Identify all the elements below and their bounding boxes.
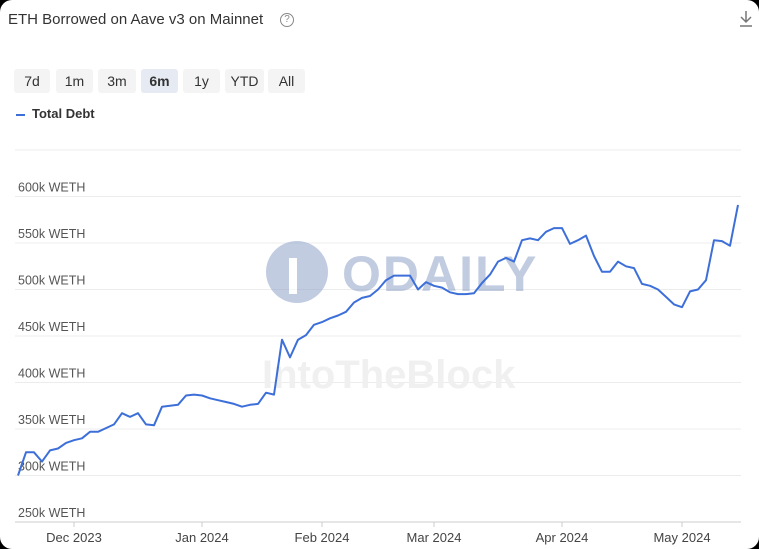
- range-button[interactable]: 6m: [141, 69, 178, 93]
- watermark-text: IntoTheBlock: [262, 353, 516, 397]
- help-icon[interactable]: ?: [280, 13, 294, 27]
- chart-title: ETH Borrowed on Aave v3 on Mainnet: [8, 11, 264, 28]
- range-button[interactable]: All: [268, 69, 305, 93]
- range-button[interactable]: 1y: [183, 69, 220, 93]
- y-tick-label: 250k WETH: [18, 506, 85, 520]
- x-tick-label: Dec 2023: [46, 530, 102, 545]
- range-button[interactable]: 1m: [56, 69, 93, 93]
- legend-swatch: [16, 113, 25, 116]
- watermark: ODAILY: [266, 241, 536, 303]
- y-tick-label: 550k WETH: [18, 227, 85, 241]
- y-tick-label: 450k WETH: [18, 320, 85, 334]
- x-tick-label: May 2024: [653, 530, 710, 545]
- y-tick-label: 350k WETH: [18, 413, 85, 427]
- y-tick-label: 400k WETH: [18, 367, 85, 381]
- y-tick-label: 300k WETH: [18, 460, 85, 474]
- legend-label: Total Debt: [32, 106, 95, 121]
- download-icon[interactable]: [738, 10, 754, 28]
- x-tick-label: Mar 2024: [407, 530, 462, 545]
- legend: Total Debt: [16, 106, 95, 121]
- x-tick-label: Apr 2024: [536, 530, 589, 545]
- x-tick-label: Jan 2024: [175, 530, 229, 545]
- range-button[interactable]: YTD: [225, 69, 264, 93]
- y-tick-label: 600k WETH: [18, 181, 85, 195]
- range-button[interactable]: 7d: [14, 69, 50, 93]
- range-button[interactable]: 3m: [98, 69, 136, 93]
- data-line: [17, 204, 739, 476]
- y-tick-label: 500k WETH: [18, 274, 85, 288]
- watermark-logo-bar: [289, 258, 297, 294]
- x-tick-label: Feb 2024: [295, 530, 350, 545]
